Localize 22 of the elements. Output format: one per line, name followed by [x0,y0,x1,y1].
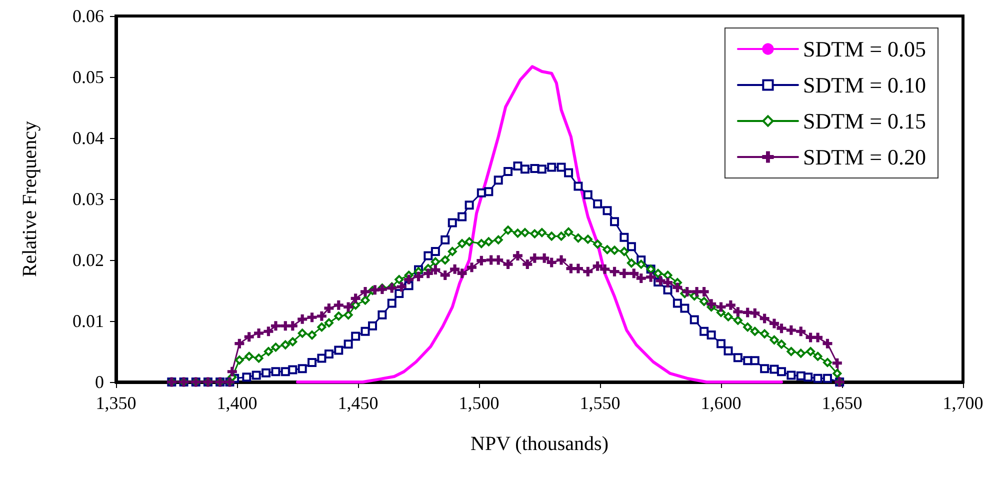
x-tick-label: 1,500 [458,393,500,413]
x-tick-label: 1,650 [822,393,862,413]
y-tick-label: 0 [95,372,104,392]
legend-label: SDTM = 0.20 [802,144,926,170]
x-tick-label: 1,550 [580,393,620,413]
x-axis-title: NPV (thousands) [470,433,608,455]
line-series [296,65,783,384]
y-tick-label: 0.06 [72,6,104,26]
legend-label: SDTM = 0.05 [802,36,926,62]
x-tick-label: 1,450 [338,393,378,413]
legend-label: SDTM = 0.10 [802,72,926,98]
y-tick-label: 0.01 [72,311,104,331]
y-tick-label: 0.04 [72,128,104,148]
legend-label: SDTM = 0.15 [802,108,926,134]
x-tick-label: 1,400 [216,393,258,413]
x-tick-label: 1,700 [942,393,984,413]
y-tick-label: 0.02 [72,250,104,270]
y-tick-label: 0.05 [72,67,104,87]
x-tick-label: 1,350 [96,393,136,413]
y-tick-label: 0.03 [72,189,104,209]
x-tick-label: 1,600 [700,393,742,413]
y-axis-title: Relative Frequency [19,120,41,278]
